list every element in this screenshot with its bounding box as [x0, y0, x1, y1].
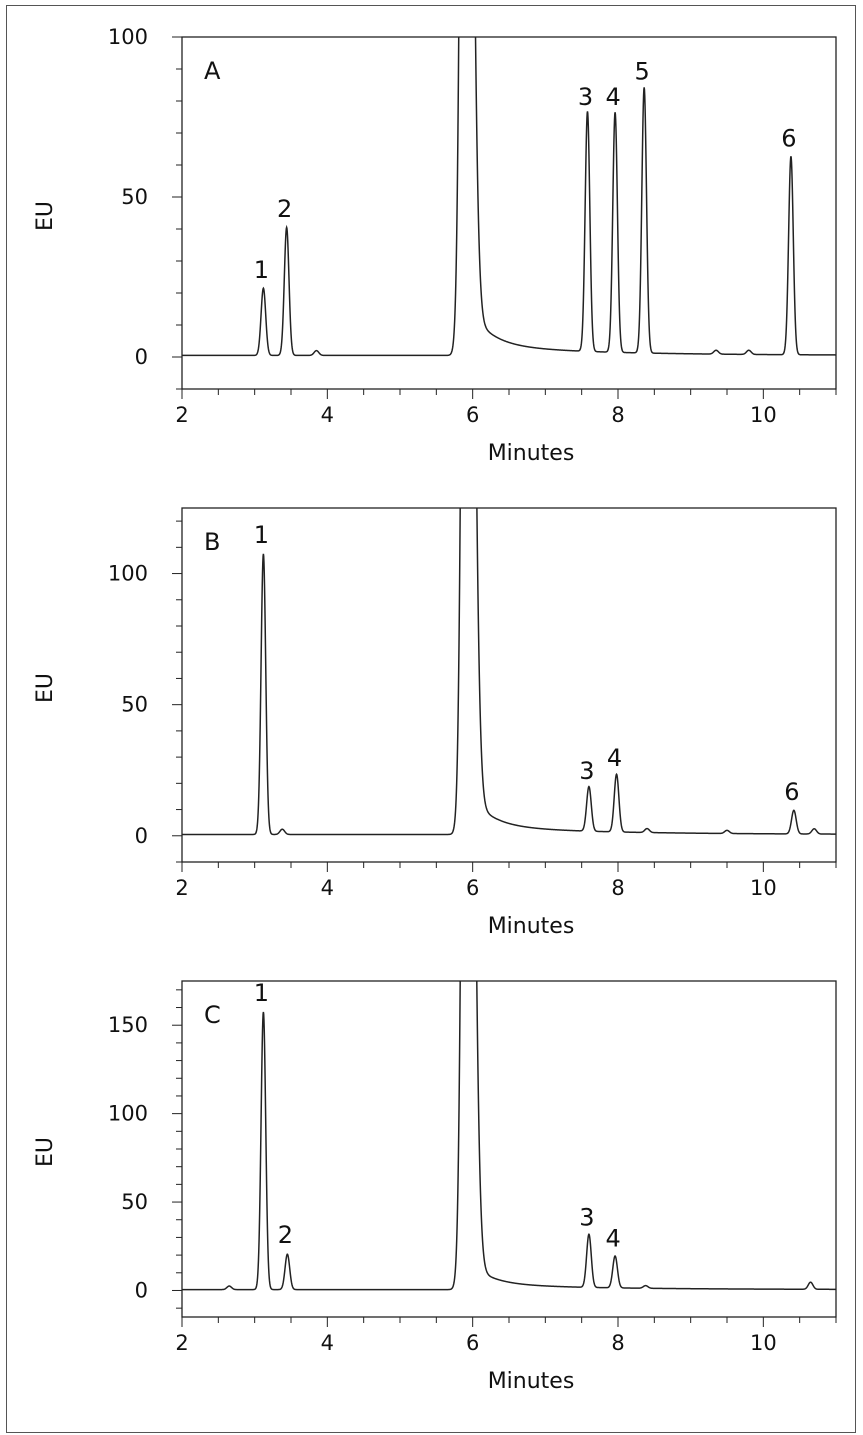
- y-axis-label: EU: [33, 673, 58, 703]
- peak-label: 1: [254, 521, 269, 549]
- figure-frame: [6, 5, 856, 1433]
- peak-label: 5: [635, 57, 650, 85]
- peak-label: 4: [607, 744, 622, 772]
- x-tick-label: 4: [321, 403, 334, 427]
- peak-label: 4: [605, 1225, 620, 1253]
- x-tick-label: 2: [175, 403, 188, 427]
- panel-label: A: [204, 57, 221, 85]
- peak-label: 1: [254, 979, 269, 1007]
- x-tick-label: 10: [750, 876, 777, 900]
- peak-label: 3: [579, 757, 594, 785]
- y-tick-label: 100: [108, 562, 148, 586]
- x-tick-label: 6: [466, 403, 479, 427]
- chromatogram-trace: [182, 981, 836, 1291]
- peak-label: 2: [278, 1221, 293, 1249]
- peak-label: 6: [781, 125, 796, 153]
- plot-frame: [181, 980, 837, 1318]
- y-tick-label: 0: [135, 345, 148, 369]
- x-tick-label: 6: [466, 876, 479, 900]
- y-tick-label: 50: [121, 1190, 148, 1214]
- plot-frame: [181, 507, 837, 863]
- x-tick-label: 6: [466, 1331, 479, 1355]
- x-tick-label: 8: [611, 1331, 624, 1355]
- x-tick-label: 2: [175, 1331, 188, 1355]
- y-axis-label: EU: [33, 201, 58, 231]
- x-axis-label: Minutes: [488, 914, 575, 939]
- x-tick-label: 2: [175, 876, 188, 900]
- y-tick-label: 150: [108, 1013, 148, 1037]
- x-tick-label: 8: [611, 403, 624, 427]
- x-axis-label: Minutes: [488, 441, 575, 466]
- x-tick-label: 4: [321, 1331, 334, 1355]
- y-tick-label: 100: [108, 25, 148, 49]
- chromatogram-trace: [182, 37, 836, 357]
- y-tick-label: 0: [135, 824, 148, 848]
- y-tick-label: 50: [121, 185, 148, 209]
- peak-label: 4: [605, 83, 620, 111]
- peak-label: 2: [277, 195, 292, 223]
- peak-label: 6: [784, 778, 799, 806]
- x-tick-label: 10: [750, 403, 777, 427]
- y-tick-label: 50: [121, 693, 148, 717]
- panel-label: B: [204, 528, 220, 556]
- y-tick-label: 0: [135, 1278, 148, 1302]
- x-axis-label: Minutes: [488, 1369, 575, 1394]
- y-axis-label: EU: [33, 1137, 58, 1167]
- y-tick-label: 100: [108, 1102, 148, 1126]
- panel-label: C: [204, 1001, 221, 1029]
- x-tick-label: 8: [611, 876, 624, 900]
- peak-label: 3: [578, 83, 593, 111]
- x-tick-label: 4: [321, 876, 334, 900]
- chromatogram-trace: [182, 508, 836, 836]
- peak-label: 1: [254, 256, 269, 284]
- x-tick-label: 10: [750, 1331, 777, 1355]
- peak-label: 3: [579, 1203, 594, 1231]
